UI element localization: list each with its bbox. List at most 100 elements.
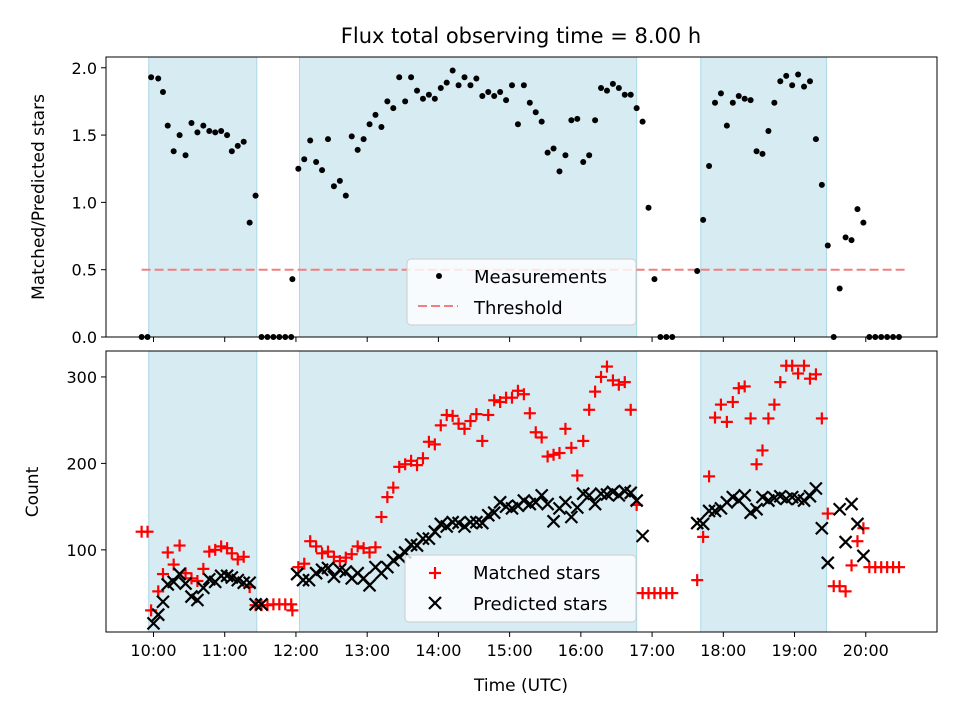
measurement-point: [491, 93, 498, 100]
matched-star-point: [845, 559, 858, 572]
measurement-point: [330, 183, 337, 190]
matched-star-point: [529, 426, 542, 439]
matched-star-point: [577, 434, 590, 447]
matched-star-point: [792, 367, 805, 380]
matched-star-point: [744, 412, 757, 425]
matched-star-point: [411, 459, 424, 472]
measurement-point: [520, 82, 527, 89]
y-tick-label: 100: [66, 541, 97, 560]
predicted-star-point: [832, 502, 847, 517]
matched-star-point: [161, 546, 174, 559]
measurement-point: [556, 168, 563, 175]
plot-frame: [105, 56, 938, 338]
predicted-star-point: [749, 502, 764, 517]
measurement-point: [717, 90, 724, 97]
measurement-point: [313, 159, 320, 165]
x-tick-label: 14:00: [415, 641, 461, 660]
measurement-point: [538, 118, 545, 125]
matched-star-point: [470, 408, 483, 421]
measurement-point: [155, 75, 162, 82]
observing-window-span: [700, 350, 828, 633]
measurement-point: [526, 99, 533, 106]
measurement-point: [206, 128, 213, 135]
measurement-point: [212, 129, 219, 136]
matched-star-point: [523, 407, 536, 420]
matched-star-point: [893, 561, 906, 574]
predicted-star-point: [546, 514, 561, 529]
measurement-point: [550, 145, 557, 152]
measurement-point: [860, 219, 867, 226]
predicted-star-point: [416, 531, 430, 546]
x-tick-label: 15:00: [487, 641, 533, 660]
predicted-star-point: [457, 519, 472, 534]
legend-matched-marker: [429, 567, 441, 579]
measurement-point: [408, 74, 415, 81]
matched-star-point: [369, 541, 382, 554]
matched-star-point: [197, 562, 210, 575]
measurement-point: [836, 285, 843, 292]
matched-star-point: [316, 547, 329, 560]
measurement-point: [431, 95, 438, 102]
predicted-star-point: [296, 573, 310, 587]
matched-star-point: [152, 585, 165, 598]
predicted-star-point: [629, 493, 644, 508]
measurement-point: [848, 237, 855, 244]
measurement-point: [497, 89, 504, 95]
predicted-star-point: [392, 550, 407, 564]
matched-star-point: [191, 574, 204, 587]
matched-star-point: [624, 403, 637, 416]
matched-star-point: [387, 481, 400, 494]
ratio-plot-panel: 0.00.51.01.52.0 Matched/Predicted stars …: [29, 56, 938, 347]
measurement-point: [789, 82, 796, 89]
matched-star-point: [726, 396, 739, 409]
predicted-star-point: [540, 497, 555, 511]
matched-star-point: [141, 525, 154, 538]
measurement-point: [735, 93, 742, 100]
matched-star-point: [156, 568, 169, 581]
predicted-star-point: [696, 517, 710, 531]
matched-star-point: [351, 540, 364, 553]
predicted-star-point: [475, 516, 490, 530]
matched-star-point: [237, 550, 250, 563]
matched-star-point: [298, 557, 311, 570]
x-tick-label: 11:00: [202, 641, 248, 660]
measurement-point: [795, 71, 802, 78]
y-axis-label: Count: [23, 466, 43, 517]
measurement-point: [319, 167, 326, 174]
measurement-point: [712, 99, 719, 106]
matched-star-point: [821, 507, 834, 520]
matched-star-point: [553, 447, 566, 460]
measurement-point: [633, 105, 640, 112]
matched-star-point: [750, 458, 763, 471]
y-tick-label: 0.0: [72, 328, 97, 347]
measurement-point: [765, 128, 772, 135]
x-tick-label: 10:00: [130, 641, 176, 660]
matched-star-point: [666, 587, 679, 600]
measurement-point: [598, 84, 605, 91]
matched-star-point: [565, 441, 578, 454]
matched-star-point: [321, 545, 334, 558]
predicted-star-point: [242, 575, 257, 590]
matched-star-point: [547, 448, 560, 461]
measurement-point: [544, 149, 551, 156]
plot-frame: [105, 350, 938, 633]
measurement-point: [348, 133, 355, 140]
predicted-star-point: [321, 561, 335, 575]
measurement-point: [729, 99, 736, 106]
predicted-star-point: [534, 488, 549, 503]
matched-star-point: [416, 452, 429, 465]
measurement-point: [467, 82, 474, 89]
measurement-point: [645, 204, 652, 211]
matched-star-point: [786, 359, 799, 372]
predicted-star-point: [166, 575, 181, 589]
matched-star-point: [541, 450, 554, 463]
measurement-point: [514, 121, 521, 128]
measurement-point: [234, 142, 241, 149]
measurement-point: [479, 93, 486, 100]
y-tick-label: 200: [66, 454, 97, 473]
legend-threshold-label: Threshold: [473, 298, 563, 319]
matched-star-point: [709, 411, 722, 424]
predicted-star-point: [844, 497, 859, 511]
predicted-star-point: [172, 567, 187, 581]
predicted-star-point: [809, 481, 823, 496]
